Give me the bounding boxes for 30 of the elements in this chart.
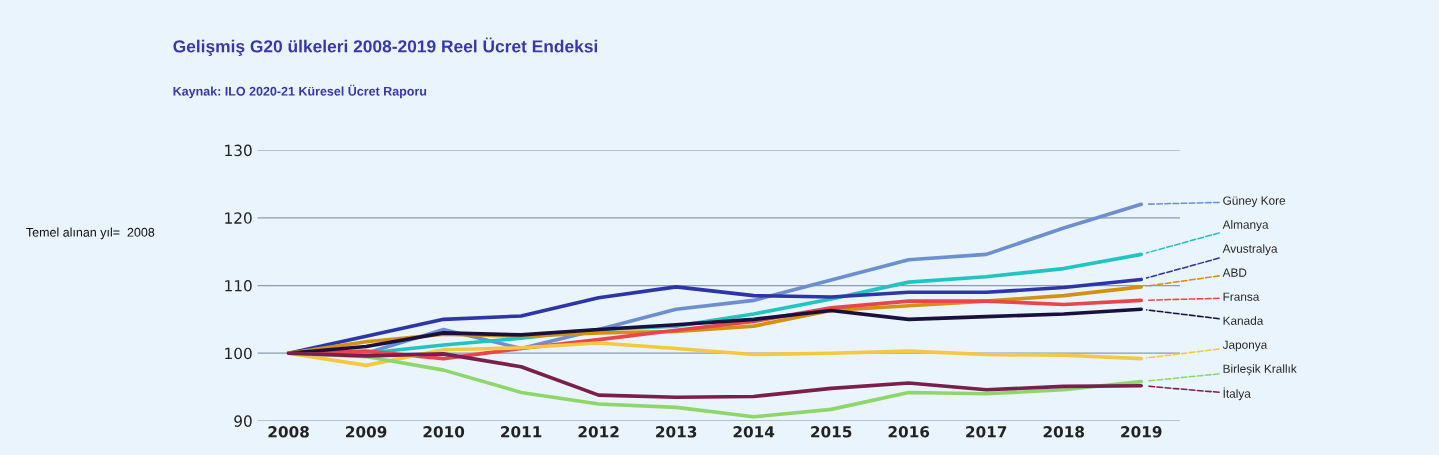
x-tick-label: 2016 bbox=[888, 426, 930, 438]
x-tick-label: 2015 bbox=[811, 426, 852, 438]
text: Avustralya bbox=[1222, 244, 1278, 256]
y-tick-label: 100 bbox=[225, 347, 252, 360]
x-tick-label: 2010 bbox=[423, 426, 465, 438]
x-tick-label: 2018 bbox=[1043, 426, 1085, 438]
y-tick-label: 130 bbox=[225, 144, 252, 157]
x-tick-label: 2019 bbox=[1121, 426, 1162, 438]
text: Almanya bbox=[1222, 220, 1269, 232]
text: Japonya bbox=[1222, 340, 1268, 352]
text: Güney Kore bbox=[1223, 196, 1286, 208]
x-tick-label: 2012 bbox=[578, 426, 619, 438]
text: Fransa bbox=[1223, 292, 1260, 301]
line-series bbox=[286, 351, 1144, 399]
text: Birleşik Krallık bbox=[1223, 364, 1297, 376]
y-tick-label: 120 bbox=[225, 212, 252, 224]
text: İtalya bbox=[1223, 387, 1251, 401]
x-tick-label: 2013 bbox=[656, 426, 697, 438]
x-tick-label: 2008 bbox=[268, 426, 309, 438]
text: Temel alınan yıl= 2008 bbox=[26, 227, 155, 240]
x-tick-label: 2014 bbox=[733, 426, 775, 438]
text: ABD bbox=[1222, 268, 1247, 277]
chart-subtitle: Kaynak: ILO 2020-21 Küresel Ücret Raporu bbox=[173, 84, 427, 99]
text: Kanada bbox=[1223, 316, 1264, 325]
y-tick-label: 90 bbox=[234, 415, 252, 427]
y-tick-label: 110 bbox=[225, 279, 252, 292]
x-tick-label: 2009 bbox=[346, 426, 387, 438]
x-tick-label: 2011 bbox=[501, 426, 542, 438]
chart-title: Gelişmiş G20 ülkeleri 2008-2019 Reel Ücret Endeksi bbox=[173, 37, 598, 56]
x-tick-label: 2017 bbox=[966, 426, 1007, 438]
